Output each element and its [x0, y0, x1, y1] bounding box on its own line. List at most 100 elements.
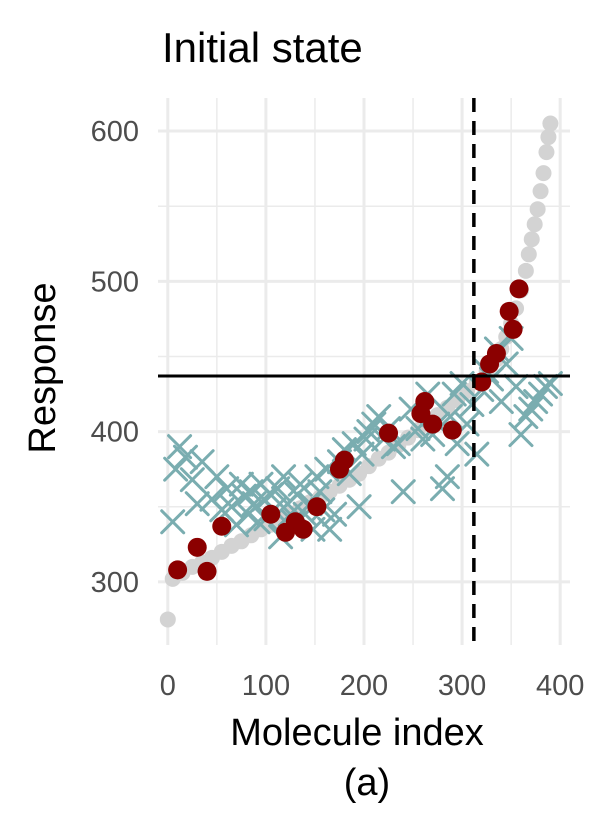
candidate-point-stroke — [265, 476, 291, 502]
candidate-point — [265, 476, 291, 502]
candidate-point-stroke — [444, 431, 470, 457]
candidate-point — [390, 479, 416, 505]
background-point — [520, 246, 537, 263]
candidate-point — [349, 441, 375, 467]
candidate-point — [464, 441, 490, 467]
chart-title: Initial state — [162, 24, 363, 71]
candidate-point — [513, 404, 539, 430]
x-tick-label: 200 — [340, 670, 388, 702]
selected-point — [293, 519, 313, 539]
candidate-point-stroke — [459, 392, 485, 418]
candidate-point-stroke — [322, 501, 348, 527]
candidate-point — [508, 422, 534, 448]
selected-point — [486, 343, 506, 363]
candidate-point — [204, 464, 230, 490]
candidate-point-stroke — [429, 476, 455, 502]
x-axis-title: Molecule index — [230, 712, 483, 754]
candidate-point-stroke — [508, 422, 534, 448]
candidate-point — [271, 464, 297, 490]
selected-point — [379, 423, 399, 443]
candidate-point-stroke — [437, 404, 463, 430]
candidate-point — [322, 501, 348, 527]
candidate-point-stroke — [349, 441, 375, 467]
selected-point — [499, 301, 519, 321]
candidate-point-stroke — [503, 374, 529, 400]
background-point — [529, 201, 546, 218]
candidate-point-stroke — [518, 396, 544, 422]
selected-point — [168, 560, 188, 580]
candidate-point-stroke — [163, 456, 189, 482]
candidate-point-stroke — [464, 441, 490, 467]
candidate-point-stroke — [160, 509, 186, 535]
candidate-point-stroke — [271, 464, 297, 490]
candidate-point — [172, 444, 198, 470]
selected-point — [307, 497, 327, 517]
selected-point — [415, 392, 435, 412]
candidate-point — [179, 467, 205, 493]
grid — [158, 98, 570, 645]
candidate-point — [160, 509, 186, 535]
background-point — [542, 115, 559, 132]
candidate-point — [523, 389, 549, 415]
figure-caption: (a) — [344, 762, 390, 804]
y-tick-label: 500 — [91, 266, 139, 298]
candidate-point — [214, 476, 240, 502]
candidate-point — [503, 374, 529, 400]
candidate-point — [304, 464, 330, 490]
selected-point — [197, 561, 217, 581]
background-point — [523, 231, 540, 248]
x-tick-label: 0 — [160, 670, 176, 702]
x-tick-label: 100 — [242, 670, 290, 702]
candidate-point-stroke — [434, 464, 460, 490]
reference-lines — [158, 98, 570, 645]
candidate-points — [160, 325, 563, 550]
candidate-point-stroke — [189, 449, 215, 475]
y-tick-label: 600 — [91, 116, 139, 148]
background-point — [526, 216, 543, 233]
candidate-point-stroke — [390, 479, 416, 505]
candidate-point — [353, 426, 379, 452]
candidate-point — [518, 396, 544, 422]
selected-point — [423, 414, 443, 434]
candidate-point — [346, 494, 372, 520]
selected-point — [503, 319, 523, 339]
candidate-point-stroke — [172, 444, 198, 470]
candidate-point — [459, 392, 485, 418]
selected-point — [212, 516, 232, 536]
candidate-point-stroke — [493, 351, 519, 377]
candidate-point-stroke — [228, 471, 254, 497]
candidate-point-stroke — [179, 467, 205, 493]
candidate-point-stroke — [336, 461, 362, 487]
x-tick-label: 300 — [438, 670, 486, 702]
candidate-point — [287, 471, 313, 497]
y-tick-label: 300 — [91, 567, 139, 599]
background-point — [538, 144, 555, 161]
candidate-point-stroke — [366, 404, 392, 430]
background-point — [540, 129, 557, 146]
candidate-point — [366, 404, 392, 430]
candidate-point-stroke — [167, 434, 193, 460]
candidate-point-stroke — [441, 381, 467, 407]
selected-point — [334, 450, 354, 470]
candidate-point-stroke — [204, 464, 230, 490]
candidate-point — [317, 516, 343, 542]
background-point — [532, 183, 549, 200]
candidate-point — [184, 491, 210, 517]
y-tick-label: 400 — [91, 417, 139, 449]
selected-point — [442, 420, 462, 440]
candidate-point — [429, 476, 455, 502]
selected-point — [187, 537, 207, 557]
background-point — [517, 262, 534, 279]
candidate-point-stroke — [361, 411, 387, 437]
candidate-point-stroke — [513, 404, 539, 430]
candidate-point — [441, 381, 467, 407]
background-point — [535, 165, 552, 182]
selected-point — [509, 279, 529, 299]
candidate-point-stroke — [385, 431, 411, 457]
selected-point — [261, 504, 281, 524]
candidate-point-stroke — [356, 419, 382, 445]
candidate-point — [434, 464, 460, 490]
x-tick-label: 400 — [536, 670, 584, 702]
candidate-point-stroke — [317, 516, 343, 542]
